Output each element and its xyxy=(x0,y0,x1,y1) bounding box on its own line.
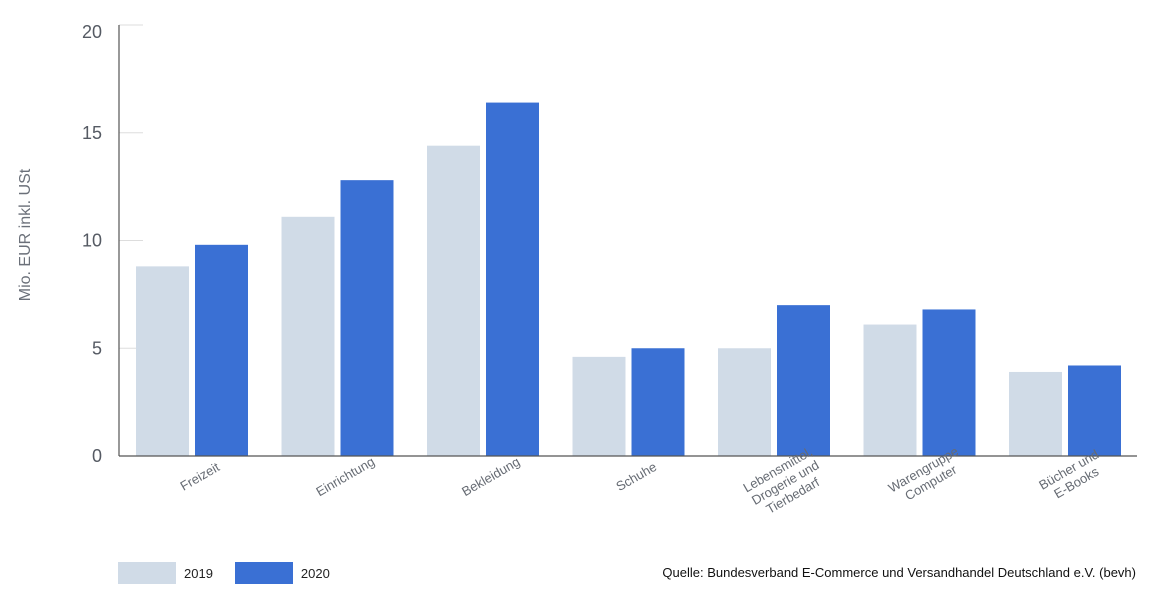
y-tick-label: 10 xyxy=(82,231,102,251)
bar-chart: Mio. EUR inkl. USt 0 5 10 15 20 Freizeit Einr… xyxy=(17,22,1137,517)
x-category-label: Schuhe xyxy=(613,459,659,494)
legend-item-2019: 2019 xyxy=(118,562,219,584)
x-category-label: Bekleidung xyxy=(459,454,522,499)
x-category-label-line: Bekleidung xyxy=(459,454,522,499)
bar-2019-1 xyxy=(281,216,335,456)
x-category-label-line: Schuhe xyxy=(613,459,659,494)
bar-2019-2 xyxy=(427,145,480,456)
bar-2020-1 xyxy=(340,180,394,456)
x-category-label-line: Freizeit xyxy=(178,459,223,493)
bar-2020-6 xyxy=(1068,365,1121,456)
x-category-label-line: Einrichtung xyxy=(313,454,377,500)
legend-label-2019: 2019 xyxy=(184,565,213,581)
bar-2020-5 xyxy=(922,309,976,456)
x-category-label: Freizeit xyxy=(178,459,223,493)
bar-2019-6 xyxy=(1009,371,1062,456)
x-category-label: Einrichtung xyxy=(313,454,377,500)
y-tick-label: 20 xyxy=(82,22,102,42)
legend-item-2020: 2020 xyxy=(234,562,336,584)
bar-2020-3 xyxy=(631,348,685,456)
legend-swatch-2020 xyxy=(234,562,293,584)
legend-label-2020: 2020 xyxy=(300,565,330,581)
y-tick-label: 0 xyxy=(92,446,102,466)
y-axis-label: Mio. EUR inkl. USt xyxy=(17,168,34,301)
legend-swatch-2019 xyxy=(118,562,176,584)
y-tick-label: 5 xyxy=(92,338,102,358)
bar-2020-2 xyxy=(486,102,539,456)
bar-2019-5 xyxy=(863,324,917,456)
bar-2019-4 xyxy=(718,348,771,456)
bar-2019-0 xyxy=(136,266,189,456)
legend: 2019 2020 xyxy=(118,562,352,584)
bar-2020-0 xyxy=(195,244,248,456)
bar-2019-3 xyxy=(572,356,626,456)
source-note: Quelle: Bundesverband E-Commerce und Ver… xyxy=(662,565,1136,580)
bar-2020-4 xyxy=(777,305,830,456)
y-tick-label: 15 xyxy=(82,123,102,143)
